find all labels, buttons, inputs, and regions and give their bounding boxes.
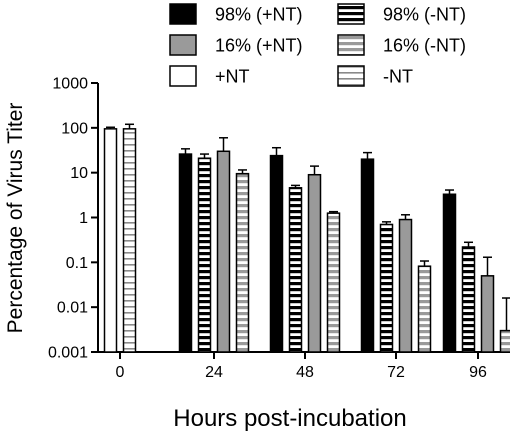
y-axis-label: Percentage of Virus Titer [4,103,27,334]
bar [362,159,374,352]
bar [124,129,136,352]
legend-label: 16% (-NT) [383,36,466,56]
legend-swatch [338,35,364,55]
y-tick-label: 0.001 [48,345,88,362]
bar [400,220,412,352]
y-tick-label: 0.1 [66,255,88,272]
bar [180,154,192,352]
bar [328,213,340,352]
bar [218,151,230,352]
bar [105,129,117,352]
y-tick-label: 10 [70,165,88,182]
y-tick-label: 100 [61,120,88,137]
bar [237,174,249,352]
legend: 98% (+NT) 98% (-NT) 16% (+NT) 16% (-NT) +NT -… [170,4,466,87]
x-tick-label: 24 [205,364,223,381]
legend-swatch [170,66,196,86]
x-tick-label: 96 [469,364,487,381]
legend-swatch [338,66,364,86]
legend-label: 98% (-NT) [383,5,466,25]
bar [482,276,494,352]
y-tick-label: 1 [79,210,88,227]
bar [419,266,431,352]
x-tick-label: 0 [116,364,125,381]
bar [199,158,211,352]
bar [463,247,475,352]
legend-label: -NT [383,67,413,87]
legend-label: +NT [215,67,250,87]
x-tick-label: 48 [296,364,314,381]
legend-swatch [170,4,196,24]
legend-label: 98% (+NT) [215,5,303,25]
legend-label: 16% (+NT) [215,36,303,56]
x-tick-label: 72 [387,364,405,381]
bar [309,175,321,352]
y-tick-label: 1000 [52,76,88,93]
bar [271,156,283,352]
y-tick-label: 0.01 [57,300,88,317]
bar [381,224,393,352]
legend-swatch [170,35,196,55]
x-axis-label: Hours post-incubation [173,405,406,432]
bar [290,188,302,352]
legend-swatch [338,4,364,24]
bars [105,124,510,352]
bar [444,194,456,352]
bar [501,331,510,352]
